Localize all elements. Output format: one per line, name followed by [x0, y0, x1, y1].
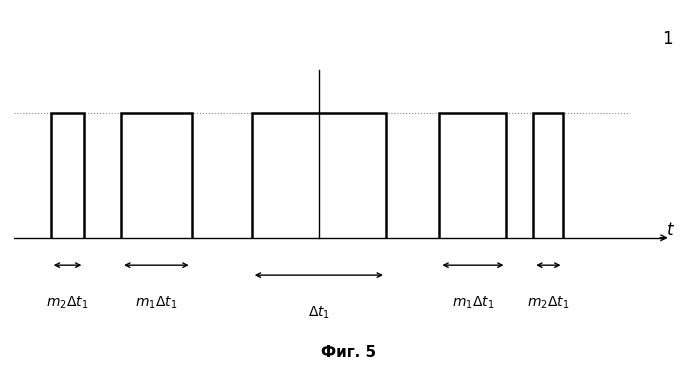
- Text: $m_1\Delta t_1$: $m_1\Delta t_1$: [135, 294, 177, 311]
- Text: $m_2\Delta t_1$: $m_2\Delta t_1$: [47, 294, 89, 311]
- Text: $t$: $t$: [666, 221, 675, 239]
- Text: $\Delta t_1$: $\Delta t_1$: [308, 304, 330, 321]
- Text: Фиг. 5: Фиг. 5: [322, 345, 376, 360]
- Text: $m_2\Delta t_1$: $m_2\Delta t_1$: [527, 294, 569, 311]
- Text: 1: 1: [662, 30, 673, 48]
- Text: $m_1\Delta t_1$: $m_1\Delta t_1$: [452, 294, 494, 311]
